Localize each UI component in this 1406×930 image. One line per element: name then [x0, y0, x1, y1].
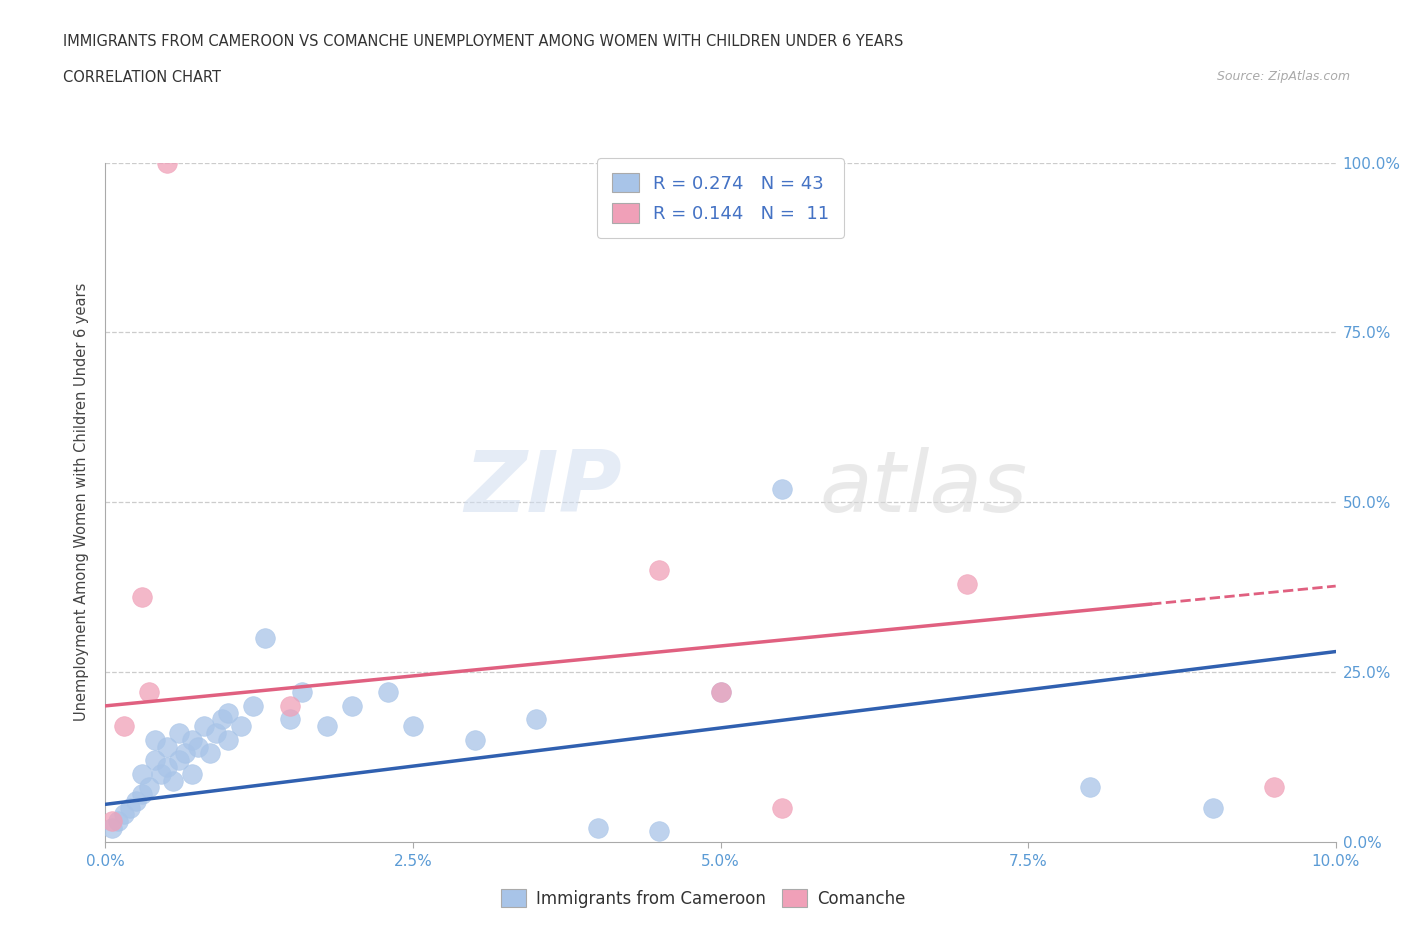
Point [120, 800, 141, 815]
Point [377, 684, 399, 699]
Point [710, 684, 733, 699]
Point [131, 787, 153, 802]
Point [229, 719, 252, 734]
Point [242, 698, 264, 713]
Point [1202, 800, 1225, 815]
Point [340, 698, 363, 713]
Text: atlas: atlas [818, 447, 1026, 530]
Point [464, 733, 486, 748]
Point [218, 733, 240, 748]
Point [138, 780, 160, 795]
Point [100, 814, 122, 829]
Point [143, 752, 166, 767]
Point [149, 766, 172, 781]
Point [156, 760, 179, 775]
Point [278, 698, 301, 713]
Point [524, 712, 547, 727]
Point [1263, 780, 1285, 795]
Point [586, 820, 609, 835]
Point [211, 712, 233, 727]
Point [205, 725, 228, 740]
Legend: Immigrants from Cameroon, Comanche: Immigrants from Cameroon, Comanche [494, 883, 912, 914]
Point [710, 684, 733, 699]
Point [143, 733, 166, 748]
Text: Source: ZipAtlas.com: Source: ZipAtlas.com [1216, 70, 1350, 83]
Point [316, 719, 339, 734]
Text: IMMIGRANTS FROM CAMEROON VS COMANCHE UNEMPLOYMENT AMONG WOMEN WITH CHILDREN UNDE: IMMIGRANTS FROM CAMEROON VS COMANCHE UNE… [63, 34, 904, 49]
Point [162, 773, 184, 788]
Point [956, 577, 979, 591]
Point [107, 814, 129, 829]
Point [278, 712, 301, 727]
Point [770, 481, 793, 496]
Point [770, 800, 793, 815]
Y-axis label: Unemployment Among Women with Children Under 6 years: Unemployment Among Women with Children U… [75, 283, 90, 722]
Point [648, 824, 671, 839]
Text: CORRELATION CHART: CORRELATION CHART [63, 70, 221, 85]
Point [131, 766, 153, 781]
Text: ZIP: ZIP [464, 447, 621, 530]
Point [131, 590, 153, 604]
Point [1078, 780, 1101, 795]
Point [112, 719, 135, 734]
Point [100, 820, 122, 835]
Point [193, 719, 215, 734]
Point [180, 766, 202, 781]
Point [169, 752, 191, 767]
Point [180, 733, 202, 748]
Point [648, 563, 671, 578]
Point [125, 793, 148, 808]
Point [291, 684, 314, 699]
Point [156, 739, 179, 754]
Point [174, 746, 197, 761]
Point [169, 725, 191, 740]
Point [187, 739, 209, 754]
Legend: R = 0.274   N = 43, R = 0.144   N =  11: R = 0.274 N = 43, R = 0.144 N = 11 [598, 158, 844, 238]
Point [156, 155, 179, 170]
Point [402, 719, 425, 734]
Point [254, 631, 277, 645]
Point [138, 684, 160, 699]
Point [218, 705, 240, 720]
Point [198, 746, 221, 761]
Point [112, 807, 135, 822]
